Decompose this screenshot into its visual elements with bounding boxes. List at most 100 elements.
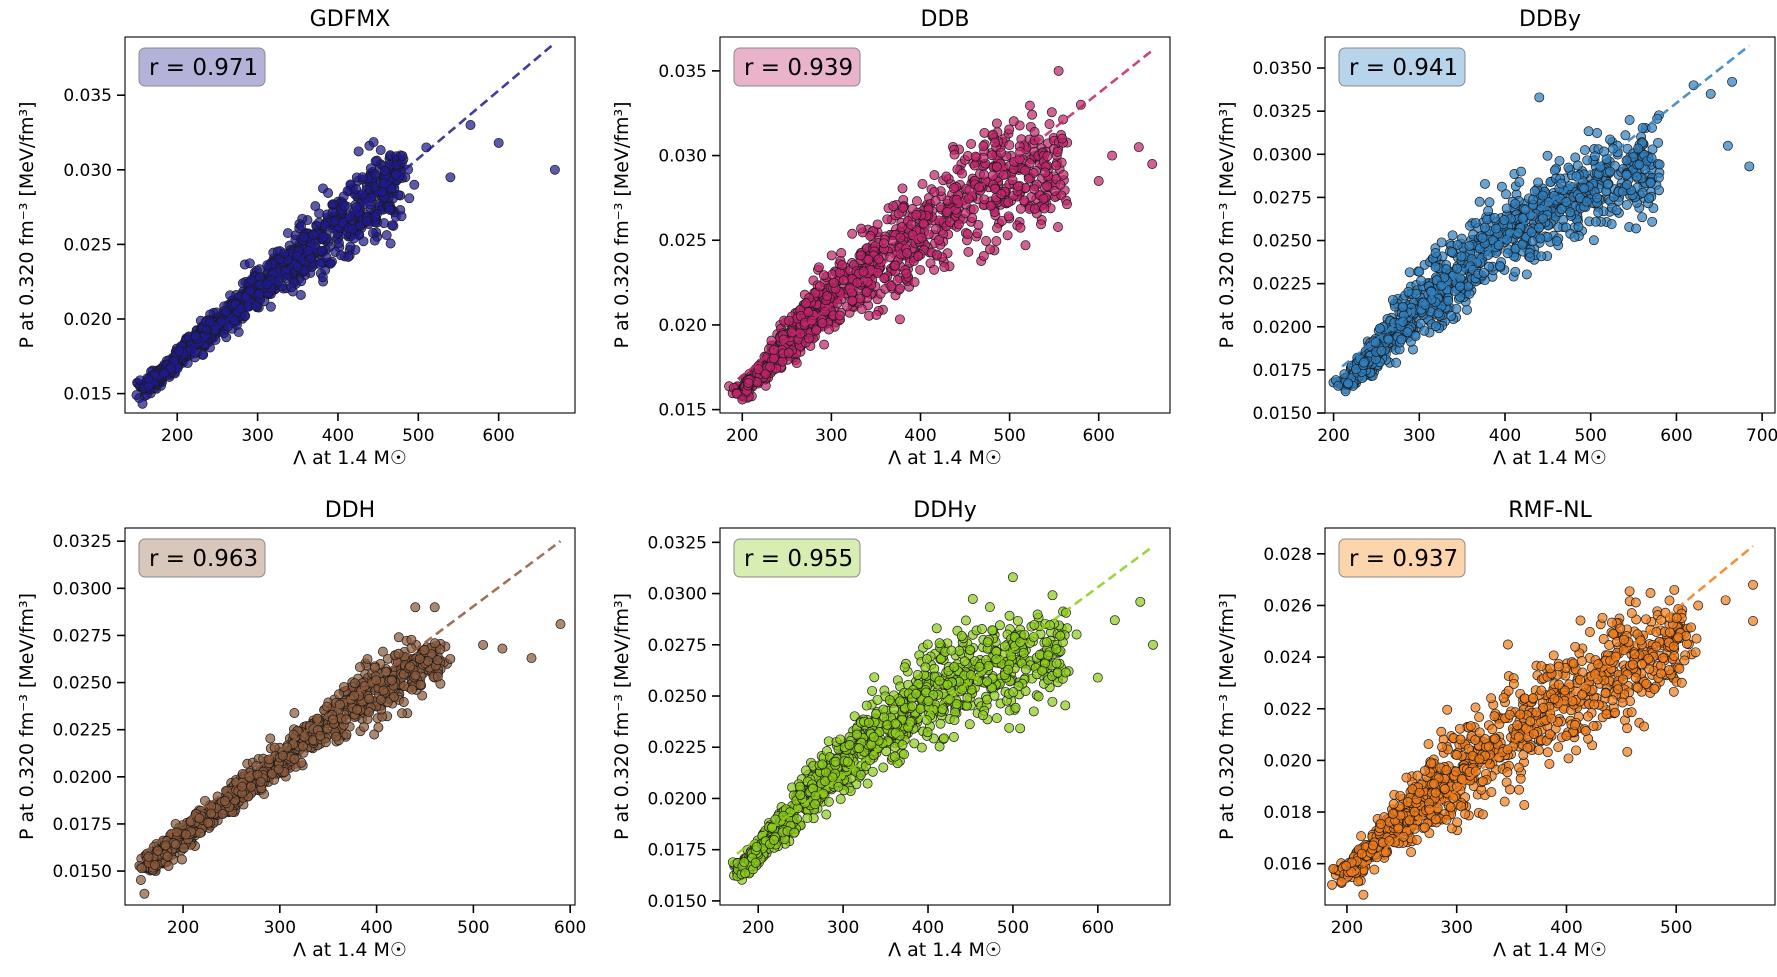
point xyxy=(847,228,858,239)
point xyxy=(978,141,989,152)
point xyxy=(177,854,187,865)
y-tick-label: 0.0275 xyxy=(53,626,112,646)
point xyxy=(1536,251,1547,262)
point xyxy=(315,259,325,269)
point xyxy=(932,249,942,260)
point xyxy=(1534,92,1545,103)
point xyxy=(379,166,390,176)
scatter-points xyxy=(1328,76,1755,397)
point xyxy=(1404,267,1415,278)
point xyxy=(895,232,906,243)
point xyxy=(273,764,284,775)
point xyxy=(1592,192,1603,203)
point xyxy=(894,283,905,294)
point xyxy=(1452,263,1463,274)
point xyxy=(1441,264,1452,275)
point xyxy=(760,368,771,379)
point xyxy=(963,193,974,204)
point xyxy=(409,179,420,190)
point xyxy=(136,863,147,874)
point xyxy=(991,713,1002,724)
point xyxy=(1430,321,1441,332)
point xyxy=(804,333,814,344)
point xyxy=(1416,275,1427,286)
point xyxy=(1387,294,1398,305)
point xyxy=(1637,187,1648,198)
y-tick-label: 0.0225 xyxy=(1253,275,1312,295)
point xyxy=(1333,380,1344,391)
point xyxy=(1513,227,1524,238)
point xyxy=(791,358,802,369)
x-axis-label: Λ at 1.4 M☉ xyxy=(1493,447,1607,469)
point xyxy=(902,248,912,259)
panel-title: DDB xyxy=(921,7,970,32)
trend-line xyxy=(143,540,562,854)
point xyxy=(404,193,415,204)
point xyxy=(1647,122,1657,133)
point xyxy=(998,170,1009,181)
point xyxy=(429,602,440,613)
point xyxy=(861,286,872,297)
point xyxy=(315,730,326,741)
point xyxy=(162,851,173,862)
point xyxy=(968,204,979,215)
point xyxy=(1533,177,1544,188)
point xyxy=(149,860,160,870)
point xyxy=(1624,115,1635,125)
point xyxy=(1414,266,1425,277)
point xyxy=(1013,181,1024,192)
point xyxy=(1647,216,1658,227)
point xyxy=(296,221,306,232)
point xyxy=(381,230,392,241)
point xyxy=(334,238,344,249)
point xyxy=(1592,128,1603,138)
point xyxy=(987,150,998,161)
point xyxy=(1397,301,1408,312)
panel-ddby: 200 300 400 500 600 7000.01500.01750.02000.02… xyxy=(1216,7,1777,469)
y-axis-label: P at 0.320 fm⁻³ [MeV/fm³] xyxy=(1216,101,1238,348)
point xyxy=(1554,155,1565,166)
point xyxy=(1633,143,1644,154)
x-tick-label: 500 xyxy=(402,426,434,446)
trend-line xyxy=(737,49,1153,381)
point xyxy=(813,262,824,273)
y-tick-label: 0.0250 xyxy=(1253,232,1312,252)
point xyxy=(1474,196,1485,207)
point xyxy=(387,220,397,231)
point xyxy=(879,238,889,249)
point xyxy=(1744,161,1755,172)
point xyxy=(917,179,928,189)
correlation-label: r = 0.941 xyxy=(1349,55,1458,81)
point xyxy=(364,707,375,718)
point xyxy=(996,189,1007,199)
y-tick-label: 0.030 xyxy=(63,161,112,181)
point xyxy=(1556,178,1567,189)
y-tick-label: 0.0275 xyxy=(1253,188,1312,208)
point xyxy=(969,160,980,171)
point xyxy=(229,315,240,326)
point xyxy=(1602,179,1613,190)
x-tick-label: 200 xyxy=(161,426,193,446)
point xyxy=(406,634,417,645)
point xyxy=(1446,247,1457,257)
point xyxy=(419,645,430,656)
point xyxy=(1556,204,1567,215)
correlation-label: r = 0.939 xyxy=(744,55,853,81)
point xyxy=(991,236,1002,247)
point xyxy=(131,390,142,401)
point xyxy=(1631,223,1642,234)
point xyxy=(1003,211,1014,222)
point xyxy=(1502,248,1513,259)
correlation-badge xyxy=(138,47,266,87)
point xyxy=(299,232,309,243)
point xyxy=(415,679,426,690)
point xyxy=(410,602,421,613)
point xyxy=(1040,167,1051,178)
point xyxy=(1645,177,1656,188)
point xyxy=(1644,193,1655,204)
point xyxy=(819,339,830,350)
point xyxy=(240,310,251,321)
x-tick-label: 500 xyxy=(457,918,489,938)
y-tick-label: 0.0325 xyxy=(1253,102,1312,122)
point xyxy=(384,204,395,215)
